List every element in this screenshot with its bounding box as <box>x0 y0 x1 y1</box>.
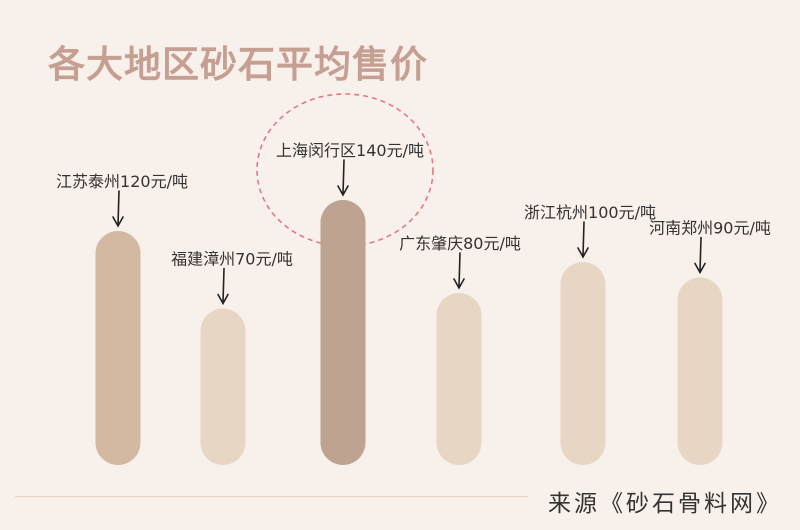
arrow-icon <box>112 190 124 228</box>
bar-2 <box>200 308 246 466</box>
bar-1 <box>95 231 141 466</box>
bar-4 <box>436 293 482 466</box>
arrow-icon <box>577 221 589 259</box>
data-label: 广东肇庆80元/吨 <box>399 234 521 253</box>
data-label: 江苏泰州120元/吨 <box>56 172 188 191</box>
data-label: 上海闵行区140元/吨 <box>276 141 424 160</box>
source-note: 来源《砂石骨料网》 <box>548 491 782 517</box>
data-label: 福建漳州70元/吨 <box>171 250 293 269</box>
bar-3 <box>320 200 366 465</box>
bar-6 <box>677 277 723 465</box>
arrow-icon <box>217 267 229 306</box>
bar-5 <box>560 262 606 466</box>
arrow-icon <box>453 252 465 290</box>
arrow-icon <box>337 159 349 197</box>
chart-title: 各大地区砂石平均售价 <box>48 43 428 86</box>
data-label: 河南郑州90元/吨 <box>649 219 771 238</box>
arrow-icon <box>694 236 706 275</box>
footer-divider <box>15 496 528 497</box>
data-label: 浙江杭州100元/吨 <box>524 203 656 222</box>
